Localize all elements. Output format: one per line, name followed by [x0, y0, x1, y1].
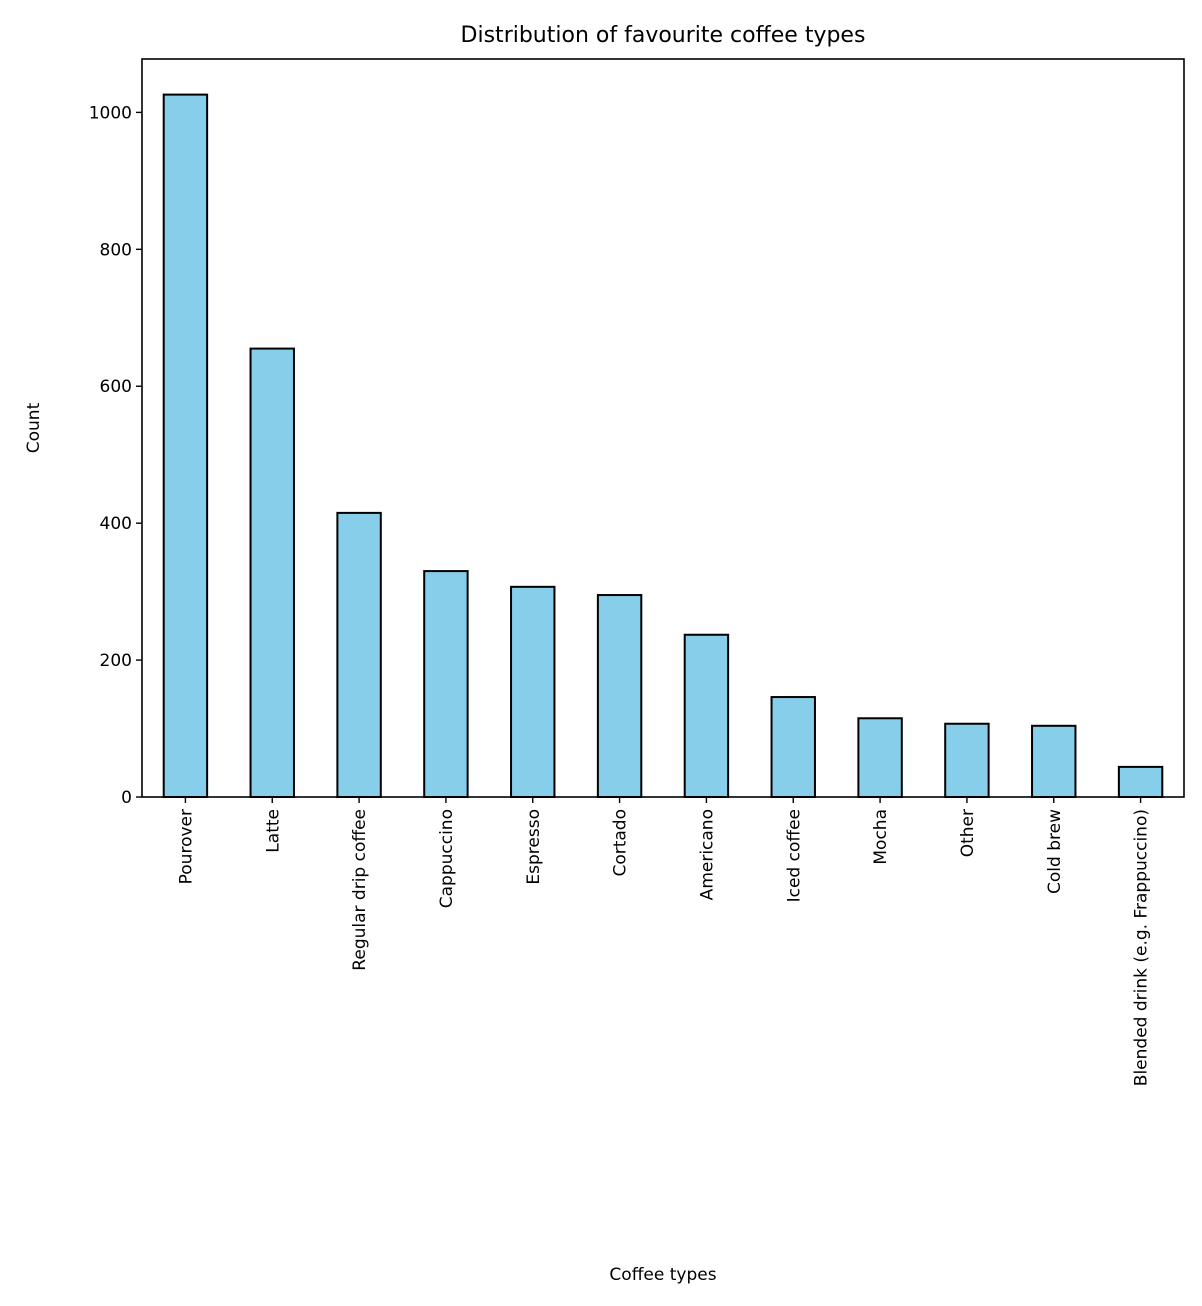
bar-3	[423, 570, 469, 798]
x-tick-label: Cappuccino	[437, 809, 457, 908]
y-tick-label: 600	[100, 377, 132, 397]
bar-8	[857, 717, 903, 798]
bar-7	[770, 696, 816, 798]
x-tick-label: Regular drip coffee	[350, 809, 370, 971]
x-tick-label: Iced coffee	[784, 809, 804, 902]
bar-0	[162, 93, 209, 799]
bar-11	[1117, 765, 1164, 799]
x-tick-label: Other	[958, 809, 978, 857]
bar-5	[596, 594, 643, 798]
y-tick-label: 800	[100, 240, 132, 260]
bar-4	[510, 585, 556, 798]
y-axis-label: Count	[24, 402, 44, 453]
x-tick-label: Americano	[697, 809, 717, 900]
x-tick-label: Espresso	[524, 809, 544, 885]
bar-2	[336, 511, 382, 799]
bar-6	[683, 633, 730, 798]
chart-title: Distribution of favourite coffee types	[461, 23, 866, 48]
y-tick-label: 200	[100, 651, 132, 671]
bar-9	[944, 722, 990, 798]
x-tick-label: Latte	[263, 809, 283, 853]
y-tick-label: 1000	[89, 103, 132, 123]
x-tick-label: Cold brew	[1045, 809, 1065, 894]
x-tick-label: Blended drink (e.g. Frappuccino)	[1132, 809, 1152, 1086]
y-tick-label: 400	[100, 514, 132, 534]
x-tick-label: Cortado	[611, 809, 631, 877]
plot-frame	[141, 58, 1185, 798]
x-axis-label: Coffee types	[609, 1265, 716, 1285]
x-tick-label: Mocha	[871, 809, 891, 865]
bar-1	[249, 347, 295, 798]
bar-10	[1031, 724, 1077, 799]
x-tick-label: Pourover	[176, 809, 196, 884]
y-tick-label: 0	[121, 788, 132, 808]
